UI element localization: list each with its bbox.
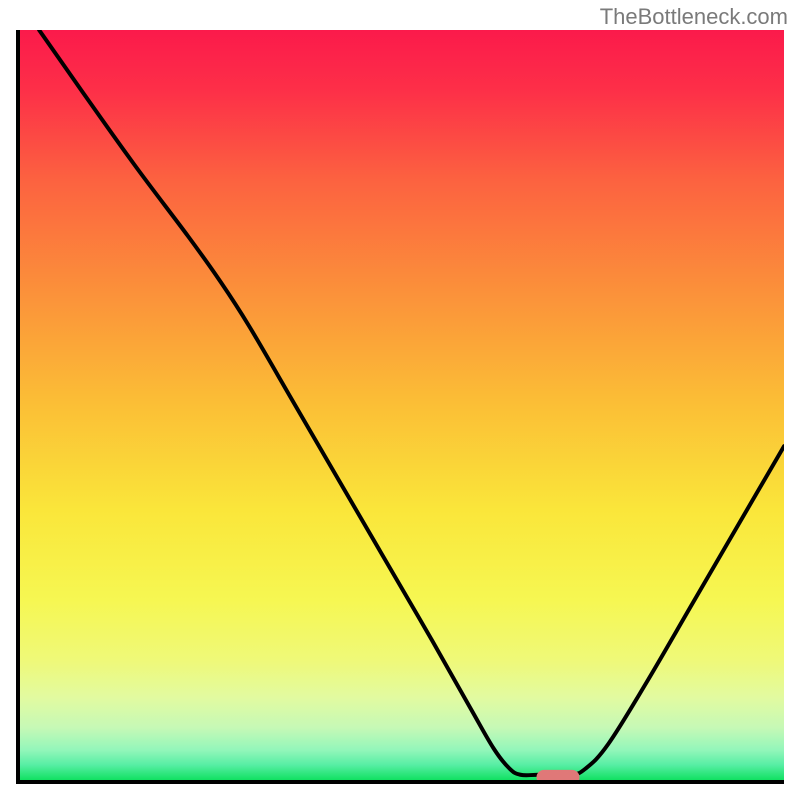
watermark-text: TheBottleneck.com <box>600 4 788 30</box>
plot-area <box>16 30 784 784</box>
bottleneck-curve <box>39 30 784 775</box>
curve-svg <box>20 30 784 780</box>
optimal-range-marker <box>536 770 579 784</box>
bottleneck-chart: TheBottleneck.com <box>0 0 800 800</box>
